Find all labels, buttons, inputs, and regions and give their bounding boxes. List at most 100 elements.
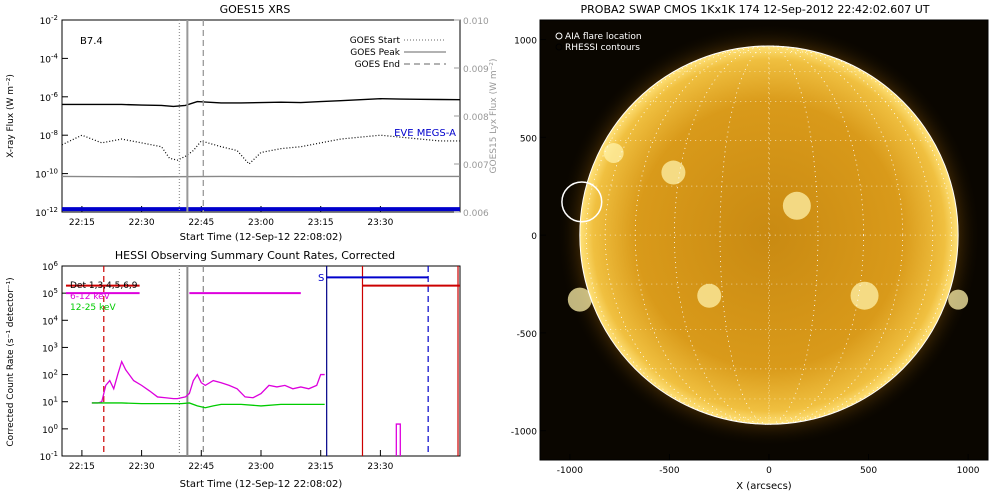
longitude-line xyxy=(604,45,934,425)
goes-x-tick-label: 22:30 xyxy=(129,218,155,228)
swap-legend-marker xyxy=(555,43,563,51)
swap-y-tick-label: 0 xyxy=(531,232,537,242)
hessi-y-tick-label: 10-1 xyxy=(40,450,58,463)
goes-y-tick-label: 10-8 xyxy=(40,129,58,142)
hessi-x-axis-label: Start Time (12-Sep-12 22:08:02) xyxy=(180,479,343,490)
goes-x-tick-label: 23:30 xyxy=(367,218,393,228)
hessi-series-line xyxy=(395,423,401,456)
swap-x-tick-labels: -1000 -500 0 500 1000 xyxy=(557,454,980,476)
goes-x-tick-label: 22:45 xyxy=(188,218,214,228)
hessi-legend-label: 12-25 keV xyxy=(70,303,116,313)
hessi-y-tick-label: 102 xyxy=(42,369,58,382)
hessi-y-tick-labels: 10-1 100 101 102 103 104 105 106 xyxy=(40,260,59,463)
goes-y-tick-label: 10-12 xyxy=(35,206,58,219)
swap-y-tick-labels: -1000 -500 0 500 1000 xyxy=(511,37,546,438)
goes-y-tick-label: 10-4 xyxy=(40,52,59,65)
swap-y-tick-label: -1000 xyxy=(511,428,537,438)
longitude-line xyxy=(768,45,770,425)
hessi-y-tick-label: 101 xyxy=(42,396,58,409)
goes-x-tick-label: 23:15 xyxy=(308,218,334,228)
swap-x-tick-label: -1000 xyxy=(557,466,583,476)
swap-image-frame xyxy=(539,19,989,461)
hessi-x-tick-label: 22:45 xyxy=(188,462,214,472)
goes-y-tick-label: 10-6 xyxy=(40,91,59,104)
swap-y-tick-label: 500 xyxy=(520,134,537,144)
goes-legend-label: GOES Peak xyxy=(350,48,400,58)
solar-disk xyxy=(579,45,959,425)
swap-image-panel: PROBA2 SWAP CMOS 1Kx1K 174 12-Sep-2012 2… xyxy=(511,3,989,492)
goes-x-tick-label: 22:15 xyxy=(69,218,95,228)
swap-image-title: PROBA2 SWAP CMOS 1Kx1K 174 12-Sep-2012 2… xyxy=(581,3,930,16)
goes-y2-tick-label: 0.007 xyxy=(463,161,489,171)
active-region xyxy=(661,160,686,185)
goes-legend: GOES Start GOES Peak GOES End xyxy=(350,36,446,70)
swap-y-tick-label: -500 xyxy=(517,330,538,340)
hessi-y-tick-label: 100 xyxy=(42,423,58,436)
hessi-series-line xyxy=(91,402,325,409)
active-region xyxy=(567,287,592,312)
hessi-chart-title: HESSI Observing Summary Count Rates, Cor… xyxy=(115,249,395,262)
goes-y-tick-label: 10-2 xyxy=(40,14,58,27)
hessi-series-line xyxy=(91,359,325,404)
hessi-legend-label: Det 1,3,4,5,6,9 xyxy=(70,281,138,291)
goes-y2-tick-label: 0.009 xyxy=(463,65,489,75)
swap-x-tick-label: 1000 xyxy=(957,466,980,476)
longitude-line xyxy=(674,45,864,425)
active-region xyxy=(782,191,811,220)
aia-flare-location-marker xyxy=(561,181,603,223)
goes-class-label: B7.4 xyxy=(80,36,103,47)
active-region xyxy=(948,289,969,310)
hessi-y-axis-label: Corrected Count Rate (s⁻¹ detector⁻¹) xyxy=(6,277,16,446)
hessi-x-tick-label: 23:00 xyxy=(248,462,274,472)
goes-y-tick-label: 10-10 xyxy=(35,168,58,181)
goes-xrs-chart: GOES15 XRS 10-12 10-10 10-8 10-6 10-4 10-2 0.… xyxy=(6,3,499,243)
goes-event-markers xyxy=(178,20,204,212)
goes-legend-label: GOES End xyxy=(355,60,400,70)
swap-x-tick-label: -500 xyxy=(659,466,680,476)
hessi-y-tick-label: 104 xyxy=(42,314,58,327)
swap-x-tick-label: 500 xyxy=(860,466,877,476)
goes-series-line xyxy=(62,98,461,108)
swap-legend-marker xyxy=(555,32,563,40)
goes-y2-tick-labels: 0.006 0.007 0.008 0.009 0.010 xyxy=(463,17,489,219)
hessi-y-tick-label: 103 xyxy=(42,341,58,354)
hessi-y-tick-label: 105 xyxy=(42,287,58,300)
goes-x-tick-labels: 22:15 22:30 22:45 23:00 23:15 23:30 xyxy=(69,218,394,228)
goes-chart-title: GOES15 XRS xyxy=(220,3,291,16)
goes-x-axis-label: Start Time (12-Sep-12 22:08:02) xyxy=(180,232,343,243)
swap-x-tick-label: 0 xyxy=(766,466,772,476)
goes-legend-label: GOES Start xyxy=(350,36,401,46)
left-panel: GOES15 XRS 10-12 10-10 10-8 10-6 10-4 10-2 0.… xyxy=(6,3,499,490)
swap-x-axis-label: X (arcsecs) xyxy=(736,481,792,492)
swap-legend-label: AIA flare location xyxy=(565,32,642,42)
goes-y-axis-label: X-ray Flux (W m⁻²) xyxy=(6,74,16,158)
goes-y2-axis-label: GOES15 Lyx Flux (W m⁻²) xyxy=(489,59,499,174)
hessi-tick-marks xyxy=(62,265,381,457)
hessi-vertical-lines xyxy=(103,266,459,456)
swap-y-tick-label: 1000 xyxy=(514,37,537,47)
hessi-y-tick-label: 106 xyxy=(42,260,58,273)
hessi-x-tick-label: 23:15 xyxy=(308,462,334,472)
hessi-x-tick-label: 22:30 xyxy=(129,462,155,472)
active-region xyxy=(850,281,879,310)
hessi-s-marker: S xyxy=(318,273,324,284)
goes-series-line xyxy=(61,134,460,165)
goes-y-tick-labels: 10-12 10-10 10-8 10-6 10-4 10-2 xyxy=(35,14,58,219)
goes-y2-tick-label: 0.010 xyxy=(463,17,489,27)
eve-megs-annotation: EVE MEGS-A xyxy=(394,128,456,139)
goes-tick-marks xyxy=(62,19,460,213)
active-region xyxy=(697,283,722,308)
goes-y2-tick-label: 0.006 xyxy=(463,209,489,219)
swap-legend-label: RHESSI contours xyxy=(565,43,640,53)
hessi-x-tick-label: 22:15 xyxy=(69,462,95,472)
swap-solar-image xyxy=(540,20,988,460)
solar-limb xyxy=(579,45,959,425)
hessi-x-tick-label: 23:30 xyxy=(367,462,393,472)
hessi-x-tick-labels: 22:15 22:30 22:45 23:00 23:15 23:30 xyxy=(69,462,394,472)
goes-y2-tick-label: 0.008 xyxy=(463,113,489,123)
goes-x-tick-label: 23:00 xyxy=(248,218,274,228)
hessi-count-rate-chart: HESSI Observing Summary Count Rates, Cor… xyxy=(6,249,461,490)
hessi-legend-label: 6-12 keV xyxy=(70,292,111,302)
